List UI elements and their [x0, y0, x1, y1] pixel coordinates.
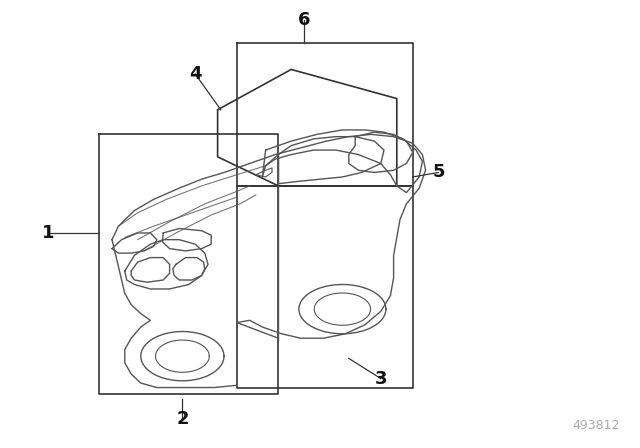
Text: 1: 1 [42, 224, 54, 242]
Text: 3: 3 [374, 370, 387, 388]
Text: 4: 4 [189, 65, 202, 83]
Text: 5: 5 [432, 164, 445, 181]
Text: 493812: 493812 [573, 419, 620, 432]
Text: 6: 6 [298, 11, 310, 29]
Text: 2: 2 [176, 410, 189, 428]
